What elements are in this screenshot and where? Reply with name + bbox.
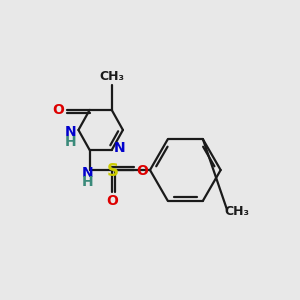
Text: N: N bbox=[82, 166, 93, 180]
Text: O: O bbox=[106, 194, 118, 208]
Text: CH₃: CH₃ bbox=[100, 70, 125, 83]
Text: CH₃: CH₃ bbox=[224, 205, 249, 218]
Text: O: O bbox=[136, 164, 148, 178]
Text: H: H bbox=[64, 135, 76, 149]
Text: H: H bbox=[82, 176, 93, 189]
Text: N: N bbox=[113, 141, 125, 154]
Text: S: S bbox=[106, 162, 119, 180]
Text: N: N bbox=[64, 125, 76, 139]
Text: O: O bbox=[52, 103, 64, 117]
